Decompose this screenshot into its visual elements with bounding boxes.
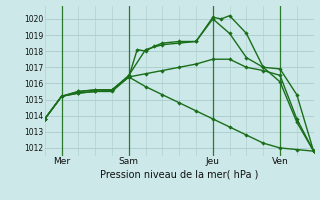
X-axis label: Pression niveau de la mer( hPa ): Pression niveau de la mer( hPa ): [100, 169, 258, 179]
